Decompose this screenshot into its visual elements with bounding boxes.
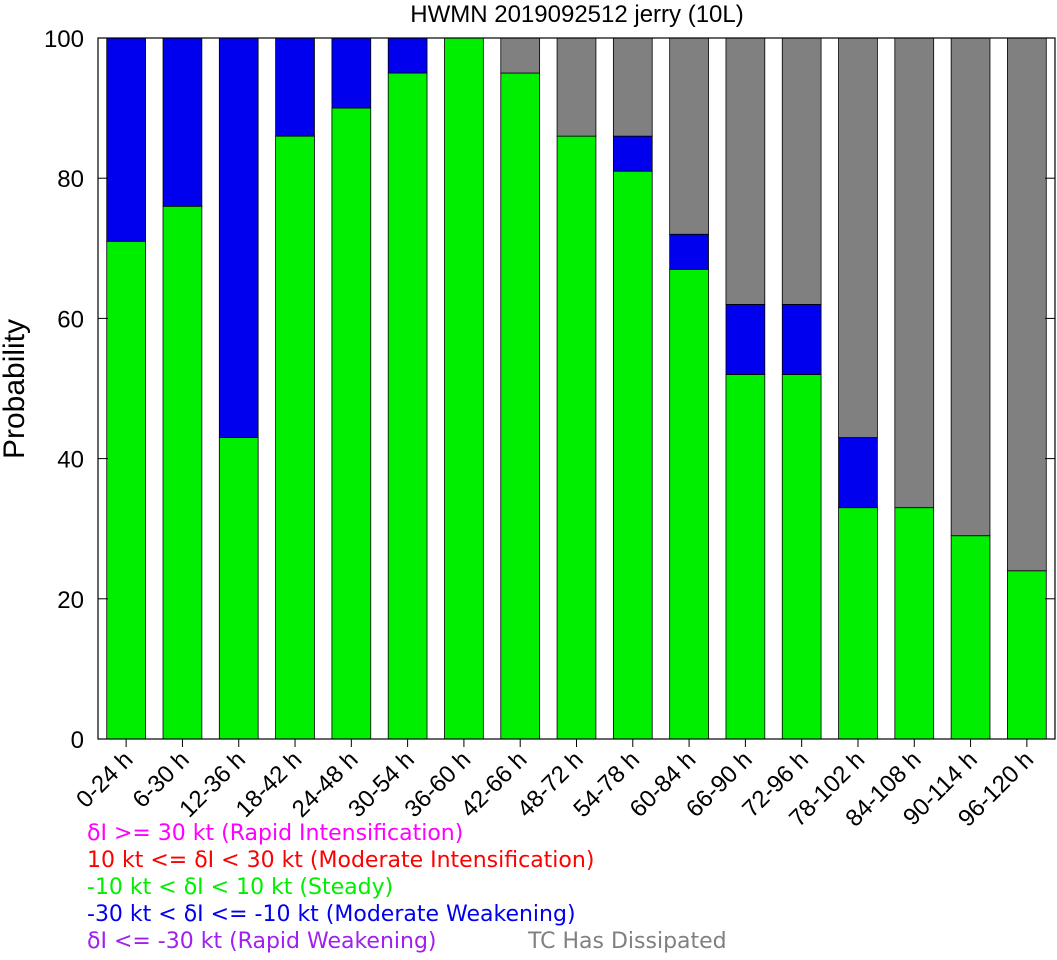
bar-moderate_weakening-72-96h — [781, 303, 822, 375]
bar-steady-90-114h — [950, 535, 991, 740]
bar-steady-60-84h — [669, 268, 709, 740]
bar-dissipated-54-78h — [612, 37, 653, 137]
y-tick-label-100: 100 — [44, 26, 84, 53]
bar-dissipated-60-84h — [669, 37, 709, 235]
x-tick-label-0: 0-24 h — [71, 746, 138, 813]
legend-rapid-weakening: δI <= -30 kt (Rapid Weakening) — [87, 929, 437, 954]
y-axis-label: Probability — [0, 319, 31, 459]
bar-moderate_weakening-54-78h — [612, 135, 653, 172]
y-tick-label-20: 20 — [57, 587, 84, 614]
bar-dissipated-66-90h — [725, 37, 766, 305]
bar-moderate_weakening-0-24h — [106, 37, 146, 242]
y-axis-ticks: 0 20 40 60 80 100 — [44, 26, 1055, 754]
bar-steady-48-72h — [556, 135, 597, 740]
legend-rapid-intensification: δI >= 30 kt (Rapid Intensification) — [87, 821, 464, 846]
bar-moderate_weakening-18-42h — [275, 37, 315, 137]
bar-moderate_weakening-66-90h — [725, 303, 766, 375]
y-tick-label-0: 0 — [71, 727, 84, 754]
bar-moderate_weakening-24-48h — [331, 37, 372, 109]
bar-steady-36-60h — [444, 37, 484, 740]
bar-moderate_weakening-60-84h — [669, 233, 709, 270]
y-tick-label-60: 60 — [57, 306, 84, 333]
bar-steady-54-78h — [612, 170, 653, 740]
legend-dissipated: TC Has Dissipated — [528, 929, 727, 954]
bar-dissipated-48-72h — [556, 37, 597, 137]
legend-steady: -10 kt < δI < 10 kt (Steady) — [87, 875, 394, 900]
bar-dissipated-78-102h — [838, 37, 878, 438]
bar-stacks — [106, 37, 1047, 740]
chart-title: HWMN 2019092512 jerry (10L) — [410, 1, 743, 28]
bar-steady-0-24h — [106, 240, 146, 740]
bar-steady-84-108h — [894, 507, 935, 740]
bar-dissipated-96-120h — [1007, 37, 1047, 572]
y-tick-label-40: 40 — [57, 447, 84, 474]
bar-steady-12-36h — [218, 437, 259, 740]
legend-moderate-weakening: -30 kt < δI <= -10 kt (Moderate Weakenin… — [87, 902, 576, 927]
bar-dissipated-84-108h — [894, 37, 935, 509]
x-axis-ticks: 0-24 h6-30 h12-36 h18-42 h24-48 h30-54 h… — [71, 739, 1039, 832]
y-tick-label-80: 80 — [57, 166, 84, 193]
bar-steady-78-102h — [838, 507, 878, 740]
bar-steady-24-48h — [331, 107, 372, 740]
bar-steady-18-42h — [275, 135, 315, 740]
bar-dissipated-42-66h — [500, 37, 541, 74]
bar-steady-42-66h — [500, 72, 541, 740]
bar-steady-6-30h — [162, 205, 203, 740]
bar-moderate_weakening-12-36h — [218, 37, 259, 438]
legend-moderate-intensification: 10 kt <= δI < 30 kt (Moderate Intensific… — [87, 848, 595, 873]
bar-steady-72-96h — [781, 374, 822, 740]
bar-dissipated-90-114h — [950, 37, 991, 537]
bar-steady-66-90h — [725, 374, 766, 740]
bar-steady-30-54h — [387, 72, 428, 740]
bar-dissipated-72-96h — [781, 37, 822, 305]
bar-moderate_weakening-30-54h — [387, 37, 428, 74]
bar-moderate_weakening-78-102h — [838, 437, 878, 509]
bar-steady-96-120h — [1007, 570, 1047, 740]
bar-moderate_weakening-6-30h — [162, 37, 203, 207]
